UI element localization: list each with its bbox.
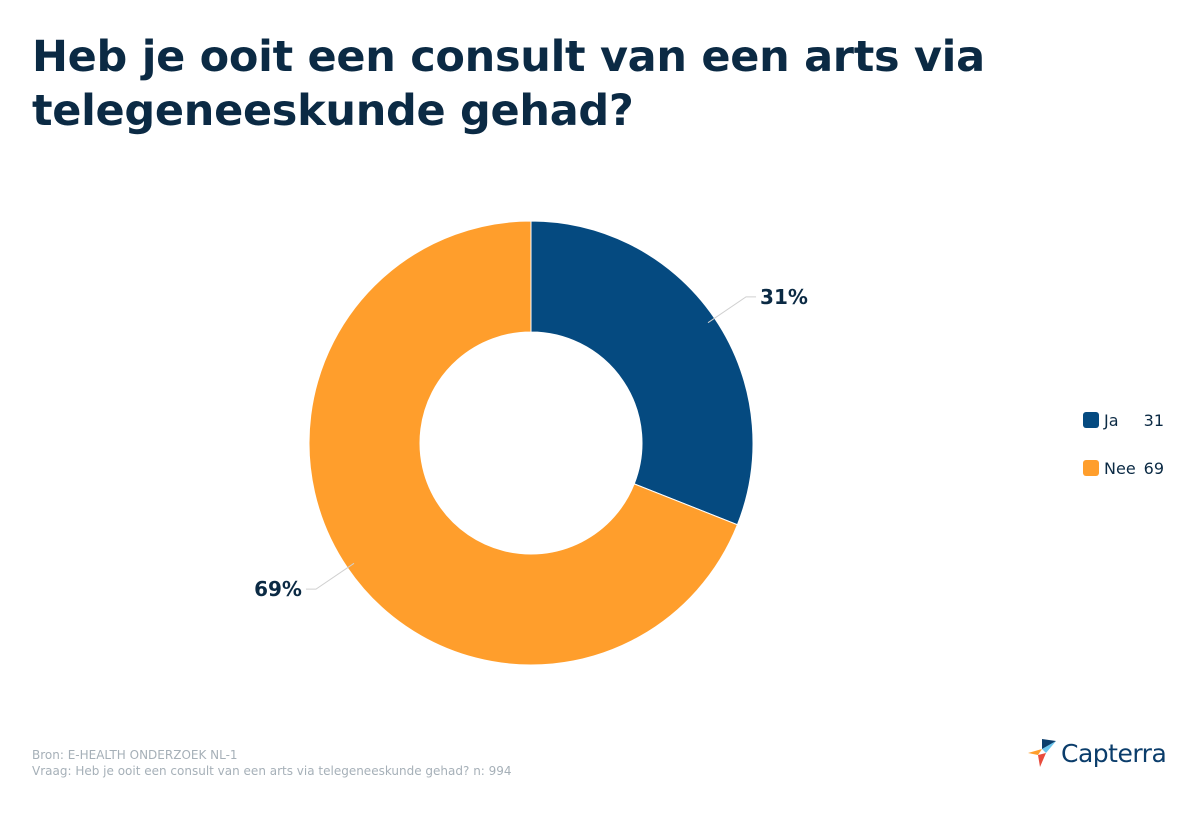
data-label-ja: 31% xyxy=(760,285,808,309)
legend-label-ja: Ja xyxy=(1104,410,1119,430)
legend-swatch-nee xyxy=(1083,460,1099,476)
footer-source: Bron: E-HEALTH ONDERZOEK NL-1 xyxy=(32,748,238,762)
slice-ja[interactable] xyxy=(530,220,754,526)
data-label-nee: 69% xyxy=(254,577,302,601)
capterra-logo-icon xyxy=(1028,739,1056,767)
legend-label-nee: Nee xyxy=(1104,458,1136,478)
leader-line-nee xyxy=(305,562,355,590)
legend-item-ja[interactable]: Ja 31 xyxy=(1083,410,1164,430)
slice-nee[interactable] xyxy=(308,220,739,666)
legend-value-ja: 31 xyxy=(1143,410,1164,430)
leader-line-ja xyxy=(707,296,757,324)
capterra-logo[interactable]: Capterra xyxy=(1026,737,1167,769)
legend-item-nee[interactable]: Nee 69 xyxy=(1083,458,1164,478)
legend-swatch-ja xyxy=(1083,412,1099,428)
footer-question: Vraag: Heb je ooit een consult van een a… xyxy=(32,764,512,778)
legend-value-nee: 69 xyxy=(1143,458,1164,478)
chart-title: Heb je ooit een consult van een arts via… xyxy=(32,32,985,136)
logo-text: Capterra xyxy=(1061,738,1167,768)
